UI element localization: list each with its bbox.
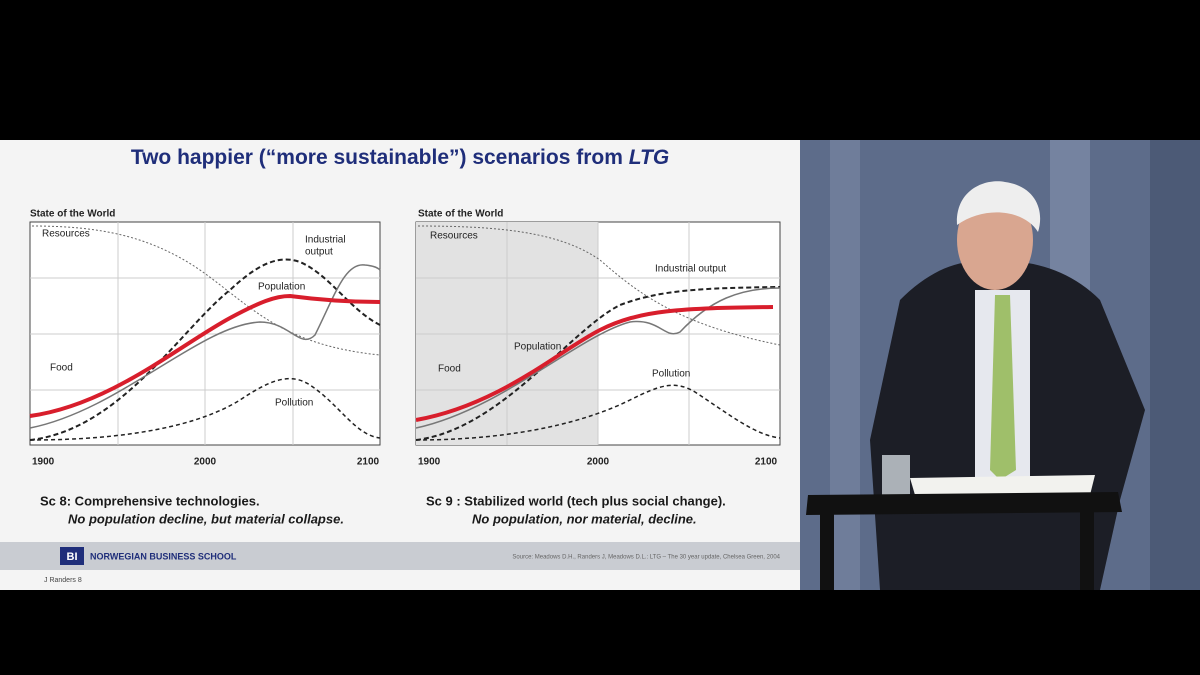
backdrop-stripe xyxy=(830,140,860,590)
logo: BI xyxy=(67,551,78,563)
papers xyxy=(910,475,1095,495)
subcaption: No population, nor material, decline. xyxy=(472,511,697,526)
x-label: 2000 xyxy=(587,457,610,468)
x-label: 2100 xyxy=(755,457,778,468)
series-label: Pollution xyxy=(275,398,313,409)
population-curve xyxy=(415,305,774,422)
industrial-curve xyxy=(29,258,381,441)
series-label: Industrial xyxy=(305,235,346,246)
series-label: output xyxy=(305,247,333,258)
x-label: 1900 xyxy=(418,457,441,468)
series-label: Resources xyxy=(42,229,90,240)
backdrop-stripe xyxy=(1150,140,1200,590)
x-label: 2100 xyxy=(357,457,380,468)
industrial-curve xyxy=(415,286,781,441)
series-label: Population xyxy=(514,342,561,353)
speaker-video xyxy=(800,140,1200,590)
series-label: Population xyxy=(258,282,305,293)
page-number: J Randers 8 xyxy=(44,577,82,584)
subcaption: No population decline, but material coll… xyxy=(68,511,344,526)
podium-leg xyxy=(1080,510,1094,590)
slide: Two happier (“more sustainable”) scenari… xyxy=(0,140,800,590)
title-text: Two happier (“more sustainable”) scenari… xyxy=(131,146,629,169)
caption: Sc 8: Comprehensive technologies. xyxy=(40,493,260,508)
series-label: Pollution xyxy=(652,369,690,380)
x-label: 2000 xyxy=(194,457,217,468)
tie xyxy=(990,295,1016,480)
school-name: NORWEGIAN BUSINESS SCHOOL xyxy=(90,551,237,561)
series-label: Food xyxy=(50,363,73,374)
y-label: State of the World xyxy=(30,209,115,220)
food-curve xyxy=(29,264,381,429)
podium-leg xyxy=(820,512,834,590)
footer-band xyxy=(0,542,800,570)
panel-2: State of the World Resources Industrial … xyxy=(415,209,781,526)
caption: Sc 9 : Stabilized world (tech plus socia… xyxy=(426,493,726,508)
panel-1: State of the World Resources Industrial … xyxy=(29,209,381,526)
series-label: Industrial output xyxy=(655,264,726,275)
source: Source: Meadows D.H., Randers J, Meadows… xyxy=(512,555,780,561)
food-curve xyxy=(415,287,781,429)
logo-box xyxy=(60,547,84,565)
y-label: State of the World xyxy=(418,209,503,220)
glass xyxy=(882,455,910,495)
podium-top xyxy=(806,492,1122,515)
pollution-curve xyxy=(29,377,381,441)
hair xyxy=(956,181,1041,232)
pollution-curve xyxy=(415,384,781,441)
slide-title: Two happier (“more sustainable”) scenari… xyxy=(131,146,669,169)
series-label: Food xyxy=(438,364,461,375)
title-emphasis: LTG xyxy=(629,146,669,169)
population-curve xyxy=(29,293,381,418)
series-label: Resources xyxy=(430,231,478,242)
x-label: 1900 xyxy=(32,457,55,468)
resources-curve xyxy=(417,225,781,346)
